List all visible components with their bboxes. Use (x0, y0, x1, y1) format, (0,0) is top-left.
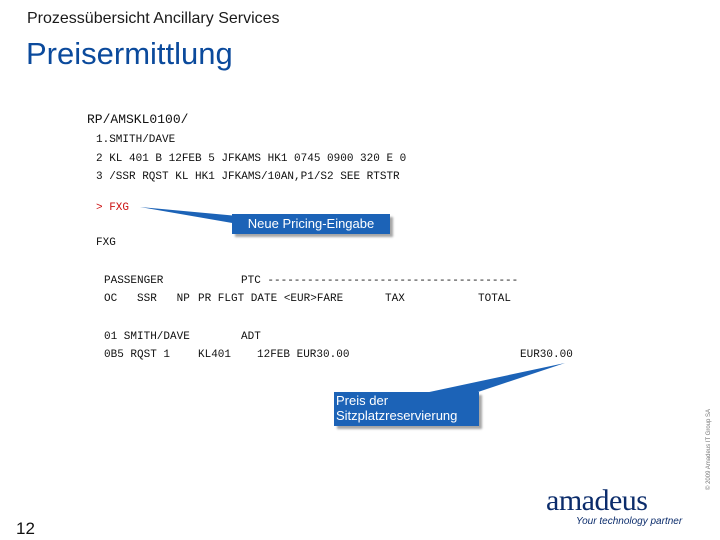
table-header-fare: PR FLGT DATE <EUR>FARE (198, 293, 344, 305)
amadeus-logo: amadeus (546, 484, 648, 517)
section-supertitle: Prozessübersicht Ancillary Services (27, 10, 280, 27)
table-row-ptc: ADT (241, 331, 261, 343)
table-header-total: TOTAL (478, 293, 512, 305)
command-echo: FXG (96, 237, 116, 249)
page-title: Preisermittlung (26, 36, 233, 71)
office-id-line: RP/AMSKL0100/ (87, 112, 189, 127)
segment-line: 2 KL 401 B 12FEB 5 JFKAMS HK1 0745 0900 … (96, 153, 407, 165)
pricing-entry-callout: Neue Pricing-Eingabe (232, 214, 390, 234)
seat-price-callout-pointer (420, 363, 565, 394)
page-number: 12 (16, 519, 35, 538)
table-row-total: EUR30.00 (520, 349, 573, 361)
table-row-date-fare: 12FEB EUR30.00 (257, 349, 350, 361)
table-row-ssr: 0B5 RQST 1 (104, 349, 171, 361)
table-header-oc: OC SSR NP (104, 293, 190, 305)
pricing-callout-pointer (140, 207, 238, 224)
table-header-passenger: PASSENGER (104, 275, 164, 287)
table-header-ptc: PTC ------------------------------------… (241, 275, 519, 287)
copyright-notice: © 2009 Amadeus IT Group SA (706, 408, 712, 490)
seat-price-callout: Preis der Sitzplatzreservierung (334, 392, 479, 426)
ssr-line: 3 /SSR RQST KL HK1 JFKAMS/10AN,P1/S2 SEE… (96, 171, 400, 183)
table-row-passenger: 01 SMITH/DAVE (104, 331, 190, 343)
passenger-line: 1.SMITH/DAVE (96, 134, 176, 146)
logo-tagline: Your technology partner (576, 516, 683, 527)
table-header-tax: TAX (385, 293, 405, 305)
command-prompt[interactable]: > FXG (96, 202, 130, 214)
table-row-flight: KL401 (198, 349, 232, 361)
